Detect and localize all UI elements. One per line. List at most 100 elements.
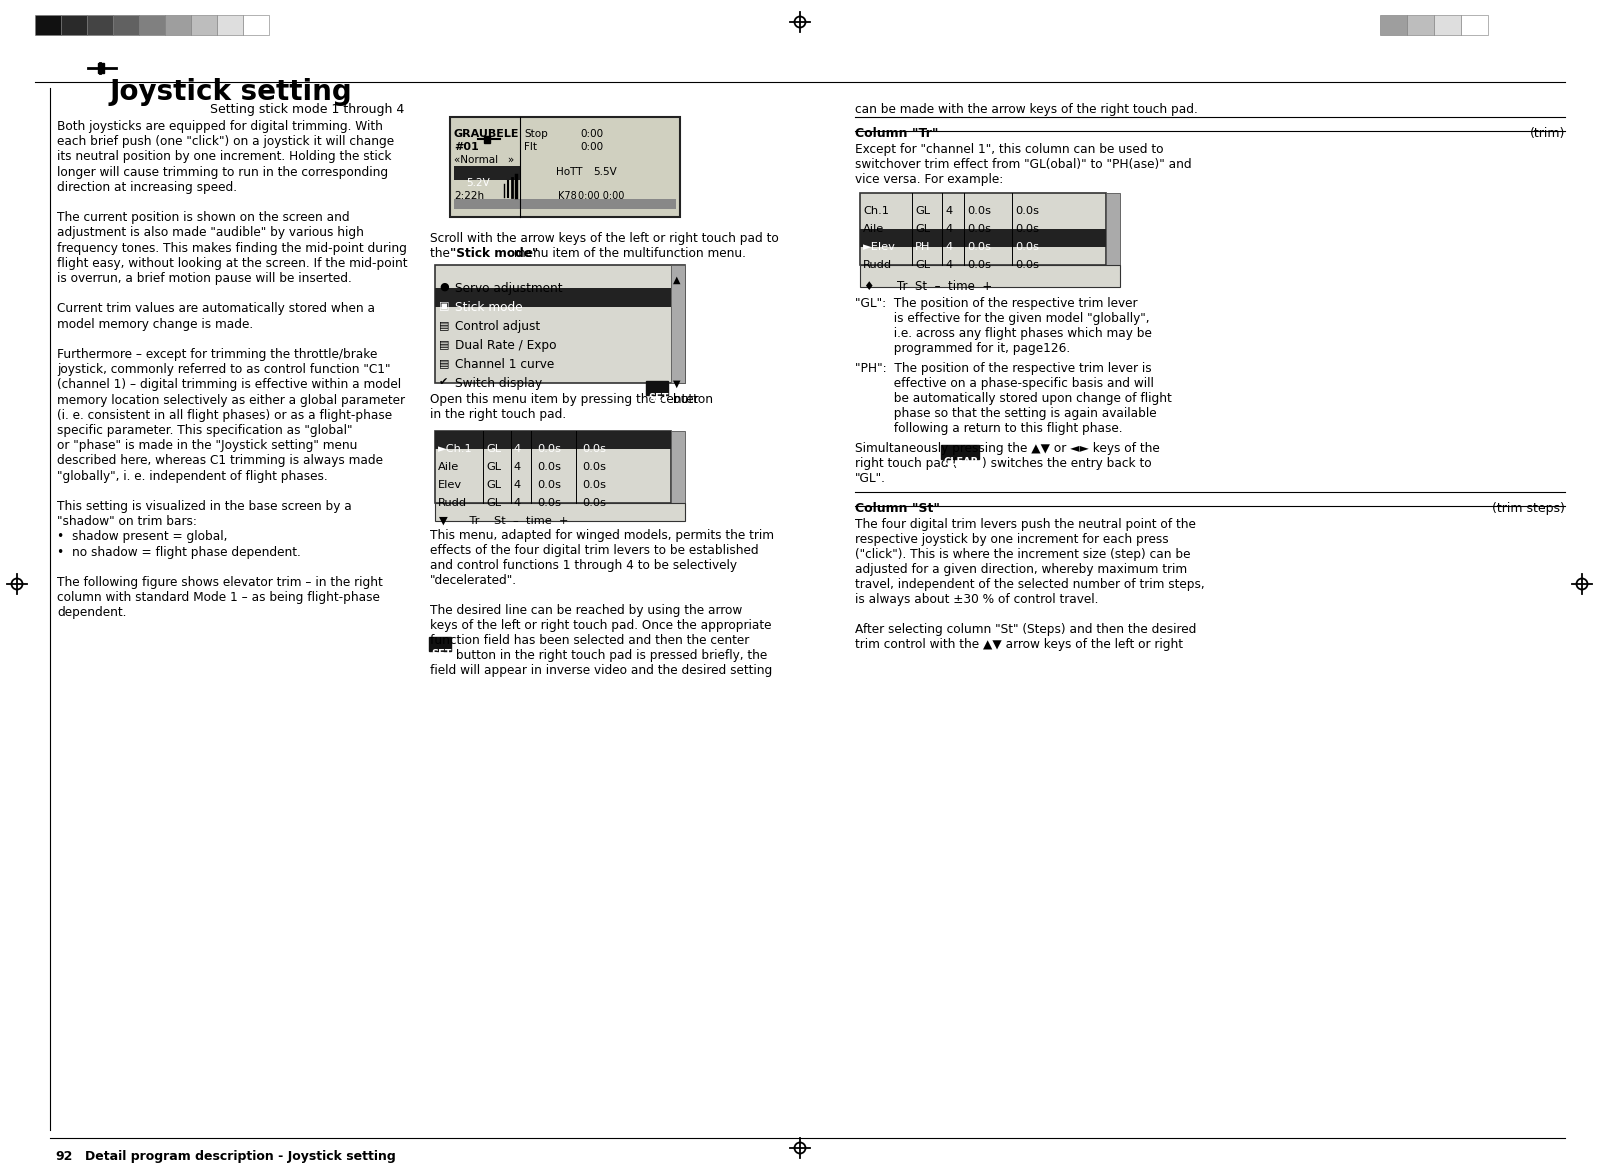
- Text: respective joystick by one increment for each press: respective joystick by one increment for…: [855, 533, 1169, 545]
- Text: GL: GL: [915, 206, 931, 216]
- Text: ▼: ▼: [673, 378, 681, 389]
- Text: 0.0s: 0.0s: [537, 498, 561, 508]
- Text: is effective for the given model "globally",: is effective for the given model "global…: [855, 312, 1150, 325]
- Text: GL: GL: [486, 498, 500, 508]
- Text: phase so that the setting is again available: phase so that the setting is again avail…: [855, 406, 1156, 420]
- Text: Rudd: Rudd: [438, 498, 467, 508]
- Text: (channel 1) – digital trimming is effective within a model: (channel 1) – digital trimming is effect…: [58, 378, 401, 391]
- Text: Rudd: Rudd: [863, 260, 892, 270]
- Text: effects of the four digital trim levers to be established: effects of the four digital trim levers …: [430, 544, 758, 557]
- Bar: [672, 431, 684, 503]
- Bar: [429, 637, 451, 651]
- Text: After selecting column "St" (Steps) and then the desired: After selecting column "St" (Steps) and …: [855, 623, 1196, 637]
- Bar: [860, 265, 1119, 287]
- Text: "GL".: "GL".: [855, 472, 886, 485]
- Text: This setting is visualized in the base screen by a: This setting is visualized in the base s…: [58, 500, 352, 513]
- Text: switchover trim effect from "GL(obal)" to "PH(ase)" and: switchover trim effect from "GL(obal)" t…: [855, 158, 1191, 171]
- Bar: [165, 15, 190, 35]
- Bar: [435, 431, 672, 449]
- Bar: [1461, 15, 1489, 35]
- Bar: [672, 265, 684, 383]
- Text: 0.0s: 0.0s: [967, 206, 991, 216]
- Text: 0.0s: 0.0s: [1015, 206, 1039, 216]
- Text: 4: 4: [513, 498, 521, 508]
- Text: flight easy, without looking at the screen. If the mid-point: flight easy, without looking at the scre…: [58, 257, 408, 270]
- Text: ►Elev: ►Elev: [863, 242, 895, 252]
- Bar: [940, 445, 979, 459]
- Text: 0.0s: 0.0s: [967, 260, 991, 270]
- Text: Open this menu item by pressing the center: Open this menu item by pressing the cent…: [430, 392, 702, 406]
- Bar: [1434, 15, 1461, 35]
- Text: Detail program description - Joystick setting: Detail program description - Joystick se…: [85, 1150, 395, 1163]
- Text: Control adjust: Control adjust: [456, 320, 540, 333]
- Text: Column "St": Column "St": [855, 502, 940, 515]
- Bar: [435, 265, 684, 383]
- Text: and control functions 1 through 4 to be selectively: and control functions 1 through 4 to be …: [430, 559, 737, 572]
- Text: 0:00: 0:00: [580, 128, 603, 139]
- Text: Aile: Aile: [438, 463, 459, 472]
- Bar: [243, 15, 269, 35]
- Bar: [1107, 193, 1119, 265]
- Text: #01: #01: [454, 142, 478, 152]
- Text: Scroll with the arrow keys of the left or right touch pad to: Scroll with the arrow keys of the left o…: [430, 232, 779, 245]
- Text: "Stick mode": "Stick mode": [449, 246, 539, 260]
- Bar: [449, 117, 680, 217]
- Bar: [98, 63, 104, 72]
- Text: ♦      Tr  St  –  time  +: ♦ Tr St – time +: [863, 280, 993, 293]
- Text: menu item of the multifunction menu.: menu item of the multifunction menu.: [510, 246, 745, 260]
- Bar: [435, 288, 672, 307]
- Text: 4: 4: [945, 206, 951, 216]
- Text: programmed for it, page126.: programmed for it, page126.: [855, 342, 1070, 355]
- Text: 0.0s: 0.0s: [582, 444, 606, 454]
- Text: Dual Rate / Expo: Dual Rate / Expo: [456, 339, 556, 352]
- Text: 0.0s: 0.0s: [967, 242, 991, 252]
- Text: 4: 4: [513, 480, 521, 491]
- Text: 5.2V: 5.2V: [465, 178, 489, 188]
- Text: ▣: ▣: [440, 301, 449, 311]
- Text: Flt: Flt: [524, 142, 537, 152]
- Text: button in the right touch pad is pressed briefly, the: button in the right touch pad is pressed…: [453, 649, 768, 662]
- Text: 0.0s: 0.0s: [1015, 242, 1039, 252]
- Text: Current trim values are automatically stored when a: Current trim values are automatically st…: [58, 303, 376, 315]
- Text: (i. e. consistent in all flight phases) or as a flight-phase: (i. e. consistent in all flight phases) …: [58, 409, 392, 422]
- Text: The current position is shown on the screen and: The current position is shown on the scr…: [58, 211, 350, 224]
- Text: 0.0s: 0.0s: [537, 463, 561, 472]
- Text: its neutral position by one increment. Holding the stick: its neutral position by one increment. H…: [58, 151, 392, 164]
- Text: frequency tones. This makes finding the mid-point during: frequency tones. This makes finding the …: [58, 242, 406, 255]
- Text: This menu, adapted for winged models, permits the trim: This menu, adapted for winged models, pe…: [430, 529, 774, 542]
- Text: following a return to this flight phase.: following a return to this flight phase.: [855, 422, 1122, 434]
- Text: adjustment is also made "audible" by various high: adjustment is also made "audible" by var…: [58, 227, 365, 239]
- Bar: [860, 193, 1107, 265]
- Text: "PH":  The position of the respective trim lever is: "PH": The position of the respective tri…: [855, 362, 1151, 375]
- Text: 4: 4: [945, 242, 951, 252]
- Text: "decelerated".: "decelerated".: [430, 573, 516, 588]
- Text: Both joysticks are equipped for digital trimming. With: Both joysticks are equipped for digital …: [58, 120, 382, 133]
- Text: 0:00: 0:00: [580, 142, 603, 152]
- Text: GRAUBELE: GRAUBELE: [454, 128, 520, 139]
- Text: travel, independent of the selected number of trim steps,: travel, independent of the selected numb…: [855, 578, 1204, 591]
- Text: 5.5V: 5.5V: [593, 167, 617, 178]
- Text: ) switches the entry back to: ) switches the entry back to: [982, 457, 1151, 470]
- Text: ✔: ✔: [440, 377, 448, 387]
- Text: 0.0s: 0.0s: [582, 480, 606, 491]
- Bar: [61, 15, 86, 35]
- Text: Stick mode: Stick mode: [456, 301, 523, 314]
- Text: 0.0s: 0.0s: [537, 480, 561, 491]
- Text: 0.0s: 0.0s: [1015, 260, 1039, 270]
- Bar: [86, 15, 114, 35]
- Text: 92: 92: [54, 1150, 72, 1163]
- Text: GL: GL: [486, 463, 500, 472]
- Text: (trim steps): (trim steps): [1492, 502, 1565, 515]
- Text: "shadow" on trim bars:: "shadow" on trim bars:: [58, 515, 197, 528]
- Text: (trim): (trim): [1530, 127, 1565, 140]
- Text: adjusted for a given direction, whereby maximum trim: adjusted for a given direction, whereby …: [855, 563, 1186, 576]
- Text: memory location selectively as either a global parameter: memory location selectively as either a …: [58, 394, 405, 406]
- Text: joystick, commonly referred to as control function "C1": joystick, commonly referred to as contro…: [58, 363, 390, 376]
- Text: Stop: Stop: [524, 128, 548, 139]
- Text: ▤: ▤: [440, 320, 449, 331]
- Bar: [35, 15, 61, 35]
- Text: "GL":  The position of the respective trim lever: "GL": The position of the respective tri…: [855, 297, 1137, 310]
- Text: i.e. across any flight phases which may be: i.e. across any flight phases which may …: [855, 327, 1151, 340]
- Text: GL: GL: [486, 480, 500, 491]
- Text: vice versa. For example:: vice versa. For example:: [855, 173, 1003, 186]
